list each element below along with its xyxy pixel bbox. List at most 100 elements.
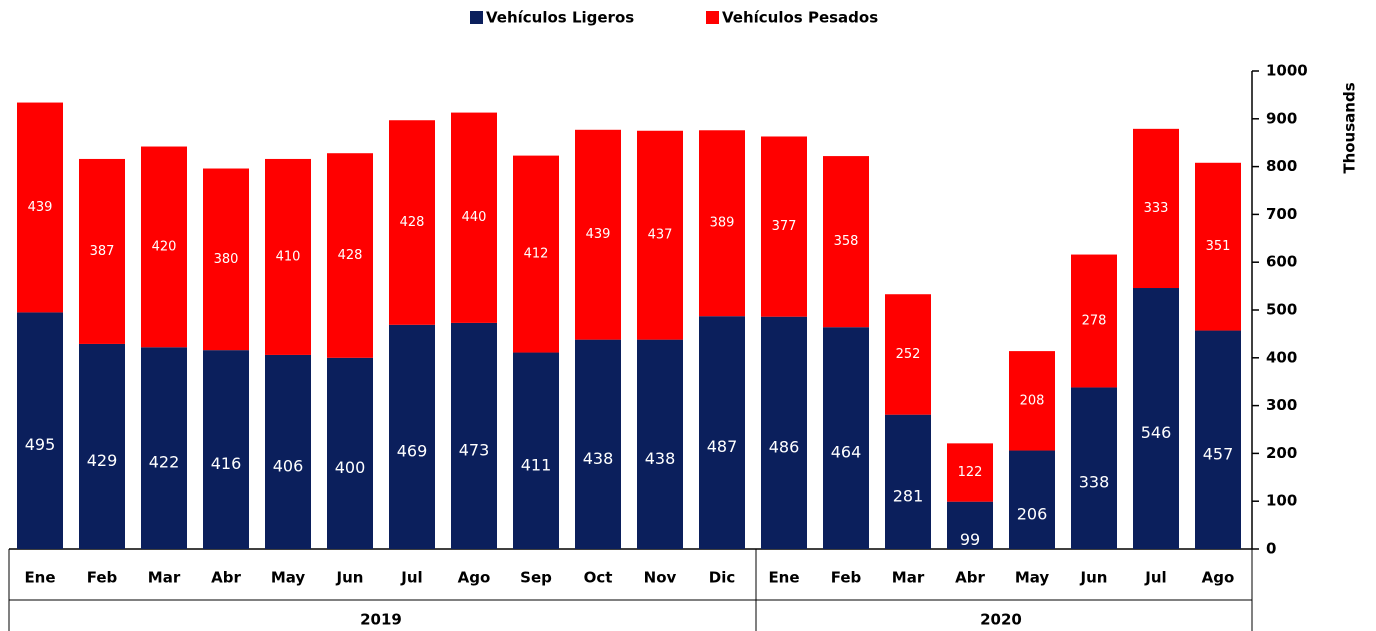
bar-segment — [17, 102, 63, 313]
data-label: 428 — [400, 215, 425, 230]
x-tick-label: Oct — [584, 569, 613, 587]
legend-label: Vehículos Pesados — [722, 9, 878, 27]
data-label: 351 — [1206, 239, 1231, 254]
data-label: 469 — [397, 441, 428, 460]
y-tick-label: 400 — [1266, 348, 1297, 366]
x-tick-label: Jun — [336, 569, 364, 587]
group-label: 2019 — [360, 611, 402, 629]
legend-label: Vehículos Ligeros — [486, 9, 634, 27]
bar-segment — [389, 120, 435, 325]
data-label: 122 — [958, 465, 983, 480]
y-tick-label: 300 — [1266, 396, 1297, 414]
data-label: 416 — [211, 454, 242, 473]
data-label: 252 — [896, 347, 921, 362]
data-label: 438 — [583, 449, 614, 468]
x-tick-label: Abr — [211, 569, 241, 587]
data-label: 400 — [335, 458, 366, 477]
data-label: 338 — [1079, 473, 1110, 492]
bar-segment — [947, 501, 993, 549]
x-tick-label: Dic — [709, 569, 735, 587]
bar-segment — [761, 136, 807, 317]
data-label: 380 — [214, 252, 239, 267]
bar-segment — [327, 357, 373, 549]
y-tick-label: 700 — [1266, 205, 1297, 223]
y-tick-label: 900 — [1266, 109, 1297, 127]
data-label: 387 — [90, 244, 115, 259]
bar-segment — [637, 339, 683, 549]
data-label: 486 — [769, 437, 800, 456]
data-label: 377 — [772, 219, 797, 234]
y-tick-label: 1000 — [1266, 62, 1308, 80]
bar-segment — [203, 350, 249, 549]
x-tick-label: Jul — [400, 569, 422, 587]
data-label: 439 — [586, 227, 611, 242]
data-label: 406 — [273, 456, 304, 475]
x-tick-label: Mar — [892, 569, 925, 587]
data-label: 278 — [1082, 313, 1107, 328]
bar-segment — [389, 324, 435, 549]
data-label: 546 — [1141, 423, 1172, 442]
data-label: 439 — [28, 200, 53, 215]
x-tick-label: Feb — [87, 569, 118, 587]
y-tick-label: 500 — [1266, 301, 1297, 319]
bar-segment — [1195, 330, 1241, 549]
bar-segment — [513, 352, 559, 549]
data-label: 464 — [831, 443, 862, 462]
data-label: 422 — [149, 453, 180, 472]
data-label: 281 — [893, 486, 924, 505]
x-tick-label: Abr — [955, 569, 985, 587]
x-tick-label: Jul — [1144, 569, 1166, 587]
x-tick-label: Ene — [24, 569, 55, 587]
y-tick-label: 0 — [1266, 540, 1276, 558]
bar-segment — [1195, 162, 1241, 331]
data-label: 389 — [710, 216, 735, 231]
bar-segment — [761, 316, 807, 549]
x-tick-label: Ago — [1202, 569, 1235, 587]
bar-segment — [885, 414, 931, 549]
x-tick-label: Jun — [1080, 569, 1108, 587]
bar-segment — [1009, 351, 1055, 451]
data-label: 420 — [152, 239, 177, 254]
data-label: 410 — [276, 249, 301, 264]
data-label: 411 — [521, 455, 552, 474]
bar-segment — [1071, 387, 1117, 549]
bar-segment — [1133, 128, 1179, 289]
bar-segment — [575, 129, 621, 340]
y-tick-label: 600 — [1266, 253, 1297, 271]
bar-segment — [265, 158, 311, 355]
data-label: 440 — [462, 210, 487, 225]
data-label: 495 — [25, 435, 56, 454]
bar-segment — [265, 354, 311, 549]
bar-segment — [575, 339, 621, 549]
bar-segment — [1009, 450, 1055, 549]
y-tick-label: 100 — [1266, 492, 1297, 510]
x-tick-label: Ene — [768, 569, 799, 587]
legend-swatch — [470, 11, 483, 24]
x-tick-label: Nov — [644, 569, 677, 587]
data-label: 358 — [834, 234, 859, 249]
bar-segment — [79, 158, 125, 344]
bar-segment — [947, 443, 993, 502]
bar-segment — [885, 294, 931, 415]
data-label: 487 — [707, 437, 738, 456]
bar-segment — [141, 347, 187, 549]
bar-segment — [823, 327, 869, 549]
y-tick-label: 800 — [1266, 157, 1297, 175]
bar-segment — [699, 316, 745, 549]
data-label: 333 — [1144, 201, 1169, 216]
bar-segment — [637, 130, 683, 340]
x-tick-label: Sep — [520, 569, 552, 587]
x-tick-label: May — [1015, 569, 1050, 587]
bar-segment — [1133, 288, 1179, 549]
y-tick-label: 200 — [1266, 444, 1297, 462]
bar-segment — [513, 155, 559, 353]
data-label: 206 — [1017, 504, 1048, 523]
x-tick-label: Feb — [831, 569, 862, 587]
bar-segment — [141, 146, 187, 348]
data-label: 208 — [1020, 393, 1045, 408]
data-label: 99 — [960, 530, 980, 549]
data-label: 437 — [648, 228, 673, 243]
bar-segment — [451, 322, 497, 549]
data-label: 412 — [524, 247, 549, 262]
